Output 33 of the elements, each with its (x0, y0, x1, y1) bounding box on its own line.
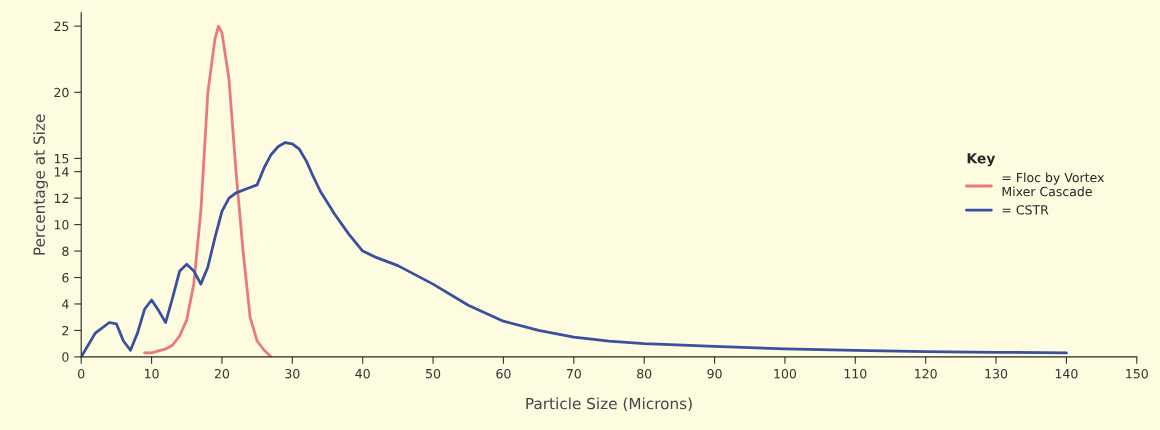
y-tick-label: 4 (62, 299, 69, 309)
legend-title: Key (967, 153, 996, 167)
y-tick-label: 25 (54, 21, 69, 32)
x-tick-label: 70 (566, 368, 581, 379)
x-tick-label: 10 (144, 368, 159, 379)
x-tick-label: 110 (844, 368, 867, 379)
y-tick-label: 10 (54, 220, 69, 230)
y-tick-label: 2 (62, 325, 69, 336)
y-tick-label: 20 (54, 87, 69, 98)
x-tick-label: 20 (214, 368, 230, 379)
x-tick-label: 150 (1126, 368, 1148, 379)
legend-label: = CSTR (1002, 205, 1049, 215)
x-tick-label: 40 (355, 368, 370, 379)
x-tick-label: 140 (1055, 368, 1078, 379)
x-tick-label: 100 (774, 368, 797, 379)
line-series (143, 24, 273, 357)
y-tick-label: 12 (54, 193, 69, 203)
x-tick-label: 80 (637, 368, 652, 379)
x-tick-label: 120 (915, 368, 937, 379)
legend-label: = Floc by Vortex Mixer Cascade (1002, 172, 1105, 197)
x-tick-label: 60 (496, 368, 511, 379)
x-tick-label: 0 (78, 368, 85, 379)
y-tick-label: 0 (62, 352, 69, 362)
x-tick-label: 90 (707, 368, 722, 379)
y-tick-label: 14 (54, 167, 69, 177)
x-tick-label: 130 (985, 368, 1008, 379)
x-tick-label: 30 (285, 368, 300, 379)
x-tick-label: 50 (426, 368, 441, 379)
y-tick-label: 15 (54, 154, 69, 164)
y-tick-label: 6 (62, 272, 69, 283)
x-axis-title: Particle Size (Microns) (526, 397, 692, 412)
y-tick-label: 8 (62, 246, 69, 256)
y-axis-title: Percentage at Size (33, 114, 48, 255)
